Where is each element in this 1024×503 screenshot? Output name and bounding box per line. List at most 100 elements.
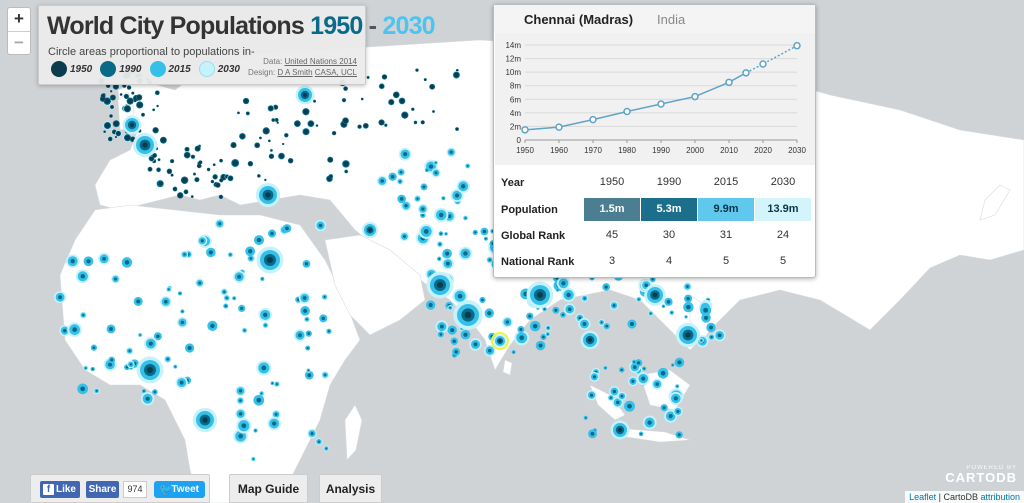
city-circle[interactable] [488,258,491,261]
city-circle[interactable] [583,297,586,300]
city-circle[interactable] [367,76,370,79]
city-circle[interactable] [249,257,253,260]
city-circle[interactable] [160,137,166,143]
city-circle[interactable] [240,306,244,310]
city-circle[interactable] [519,335,525,341]
city-circle[interactable] [274,412,278,416]
city-circle[interactable] [676,409,680,413]
city-circle[interactable] [466,165,469,167]
city-circle[interactable] [325,447,328,450]
city-circle[interactable] [481,298,484,302]
city-circle[interactable] [487,311,492,316]
city-circle[interactable] [402,234,406,238]
city-circle[interactable] [329,174,333,178]
city-circle[interactable] [275,383,278,386]
city-circle[interactable] [285,226,289,231]
city-circle[interactable] [612,389,617,394]
city-circle[interactable] [332,131,336,135]
city-circle[interactable] [84,367,87,369]
city-circle[interactable] [463,251,468,256]
city-circle[interactable] [485,237,487,240]
city-circle[interactable] [104,122,111,129]
city-circle[interactable] [229,253,232,256]
city-circle[interactable] [643,367,646,370]
city-circle[interactable] [633,365,637,369]
city-circle[interactable] [402,112,408,118]
city-circle[interactable] [185,147,189,152]
city-circle[interactable] [547,333,549,335]
city-circle[interactable] [445,233,447,235]
data-point[interactable] [555,123,563,131]
city-circle[interactable] [219,178,223,182]
city-circle[interactable] [589,393,594,397]
city-circle[interactable] [231,142,236,148]
city-circle[interactable] [428,303,433,308]
city-circle[interactable] [424,78,427,81]
data-point[interactable] [793,41,801,50]
city-circle[interactable] [609,396,613,399]
city-circle[interactable] [421,214,424,217]
city-circle[interactable] [380,179,384,183]
city-circle[interactable] [224,304,227,308]
city-circle[interactable] [587,337,593,343]
designer-link[interactable]: D A Smith [277,68,313,77]
city-circle[interactable] [633,360,636,363]
city-circle[interactable] [218,222,222,226]
city-circle[interactable] [439,232,442,235]
city-circle[interactable] [298,333,302,338]
city-circle[interactable] [519,327,523,331]
city-circle[interactable] [442,197,445,200]
city-circle[interactable] [384,124,387,127]
city-circle[interactable] [474,231,477,234]
city-circle[interactable] [184,190,188,194]
city-circle[interactable] [248,161,253,166]
city-circle[interactable] [282,143,285,145]
city-circle[interactable] [156,105,159,107]
city-circle[interactable] [115,136,117,138]
cartodb-logo[interactable]: POWERED BY CARTODB [945,465,1017,485]
city-circle[interactable] [104,98,110,104]
city-circle[interactable] [637,298,640,301]
city-circle[interactable] [660,370,666,376]
city-circle[interactable] [556,289,559,291]
city-circle[interactable] [63,328,67,333]
city-circle[interactable] [149,156,154,161]
city-circle[interactable] [379,120,384,125]
city-circle[interactable] [238,412,243,416]
city-circle[interactable] [108,362,113,367]
city-circle[interactable] [627,403,632,409]
city-circle[interactable] [629,322,634,327]
city-circle[interactable] [582,322,587,326]
city-circle[interactable] [102,256,107,261]
city-circle[interactable] [191,155,195,159]
city-circle[interactable] [252,458,255,460]
city-circle[interactable] [268,139,271,142]
city-circle[interactable] [239,399,242,402]
city-circle[interactable] [72,327,77,332]
city-circle[interactable] [202,417,208,423]
city-circle[interactable] [173,187,177,191]
city-circle[interactable] [411,108,414,111]
tweet-button[interactable]: 🐦 Tweet [154,481,205,498]
city-circle[interactable] [584,416,587,419]
city-circle[interactable] [225,296,228,300]
city-circle[interactable] [271,421,277,426]
facebook-share-button[interactable]: Share [86,481,119,498]
city-circle[interactable] [259,136,262,139]
city-circle[interactable] [677,433,681,437]
city-circle[interactable] [343,161,349,167]
city-circle[interactable] [566,292,571,298]
city-circle[interactable] [327,330,331,333]
city-circle[interactable] [153,390,157,394]
city-circle[interactable] [537,292,543,298]
city-circle[interactable] [200,239,204,243]
city-circle[interactable] [512,351,515,353]
city-circle[interactable] [141,113,145,117]
city-circle[interactable] [612,304,616,307]
city-circle[interactable] [86,259,91,264]
city-circle[interactable] [403,152,408,157]
city-circle[interactable] [438,243,441,246]
city-circle[interactable] [171,174,174,177]
city-circle[interactable] [109,114,113,118]
city-circle[interactable] [167,169,172,174]
